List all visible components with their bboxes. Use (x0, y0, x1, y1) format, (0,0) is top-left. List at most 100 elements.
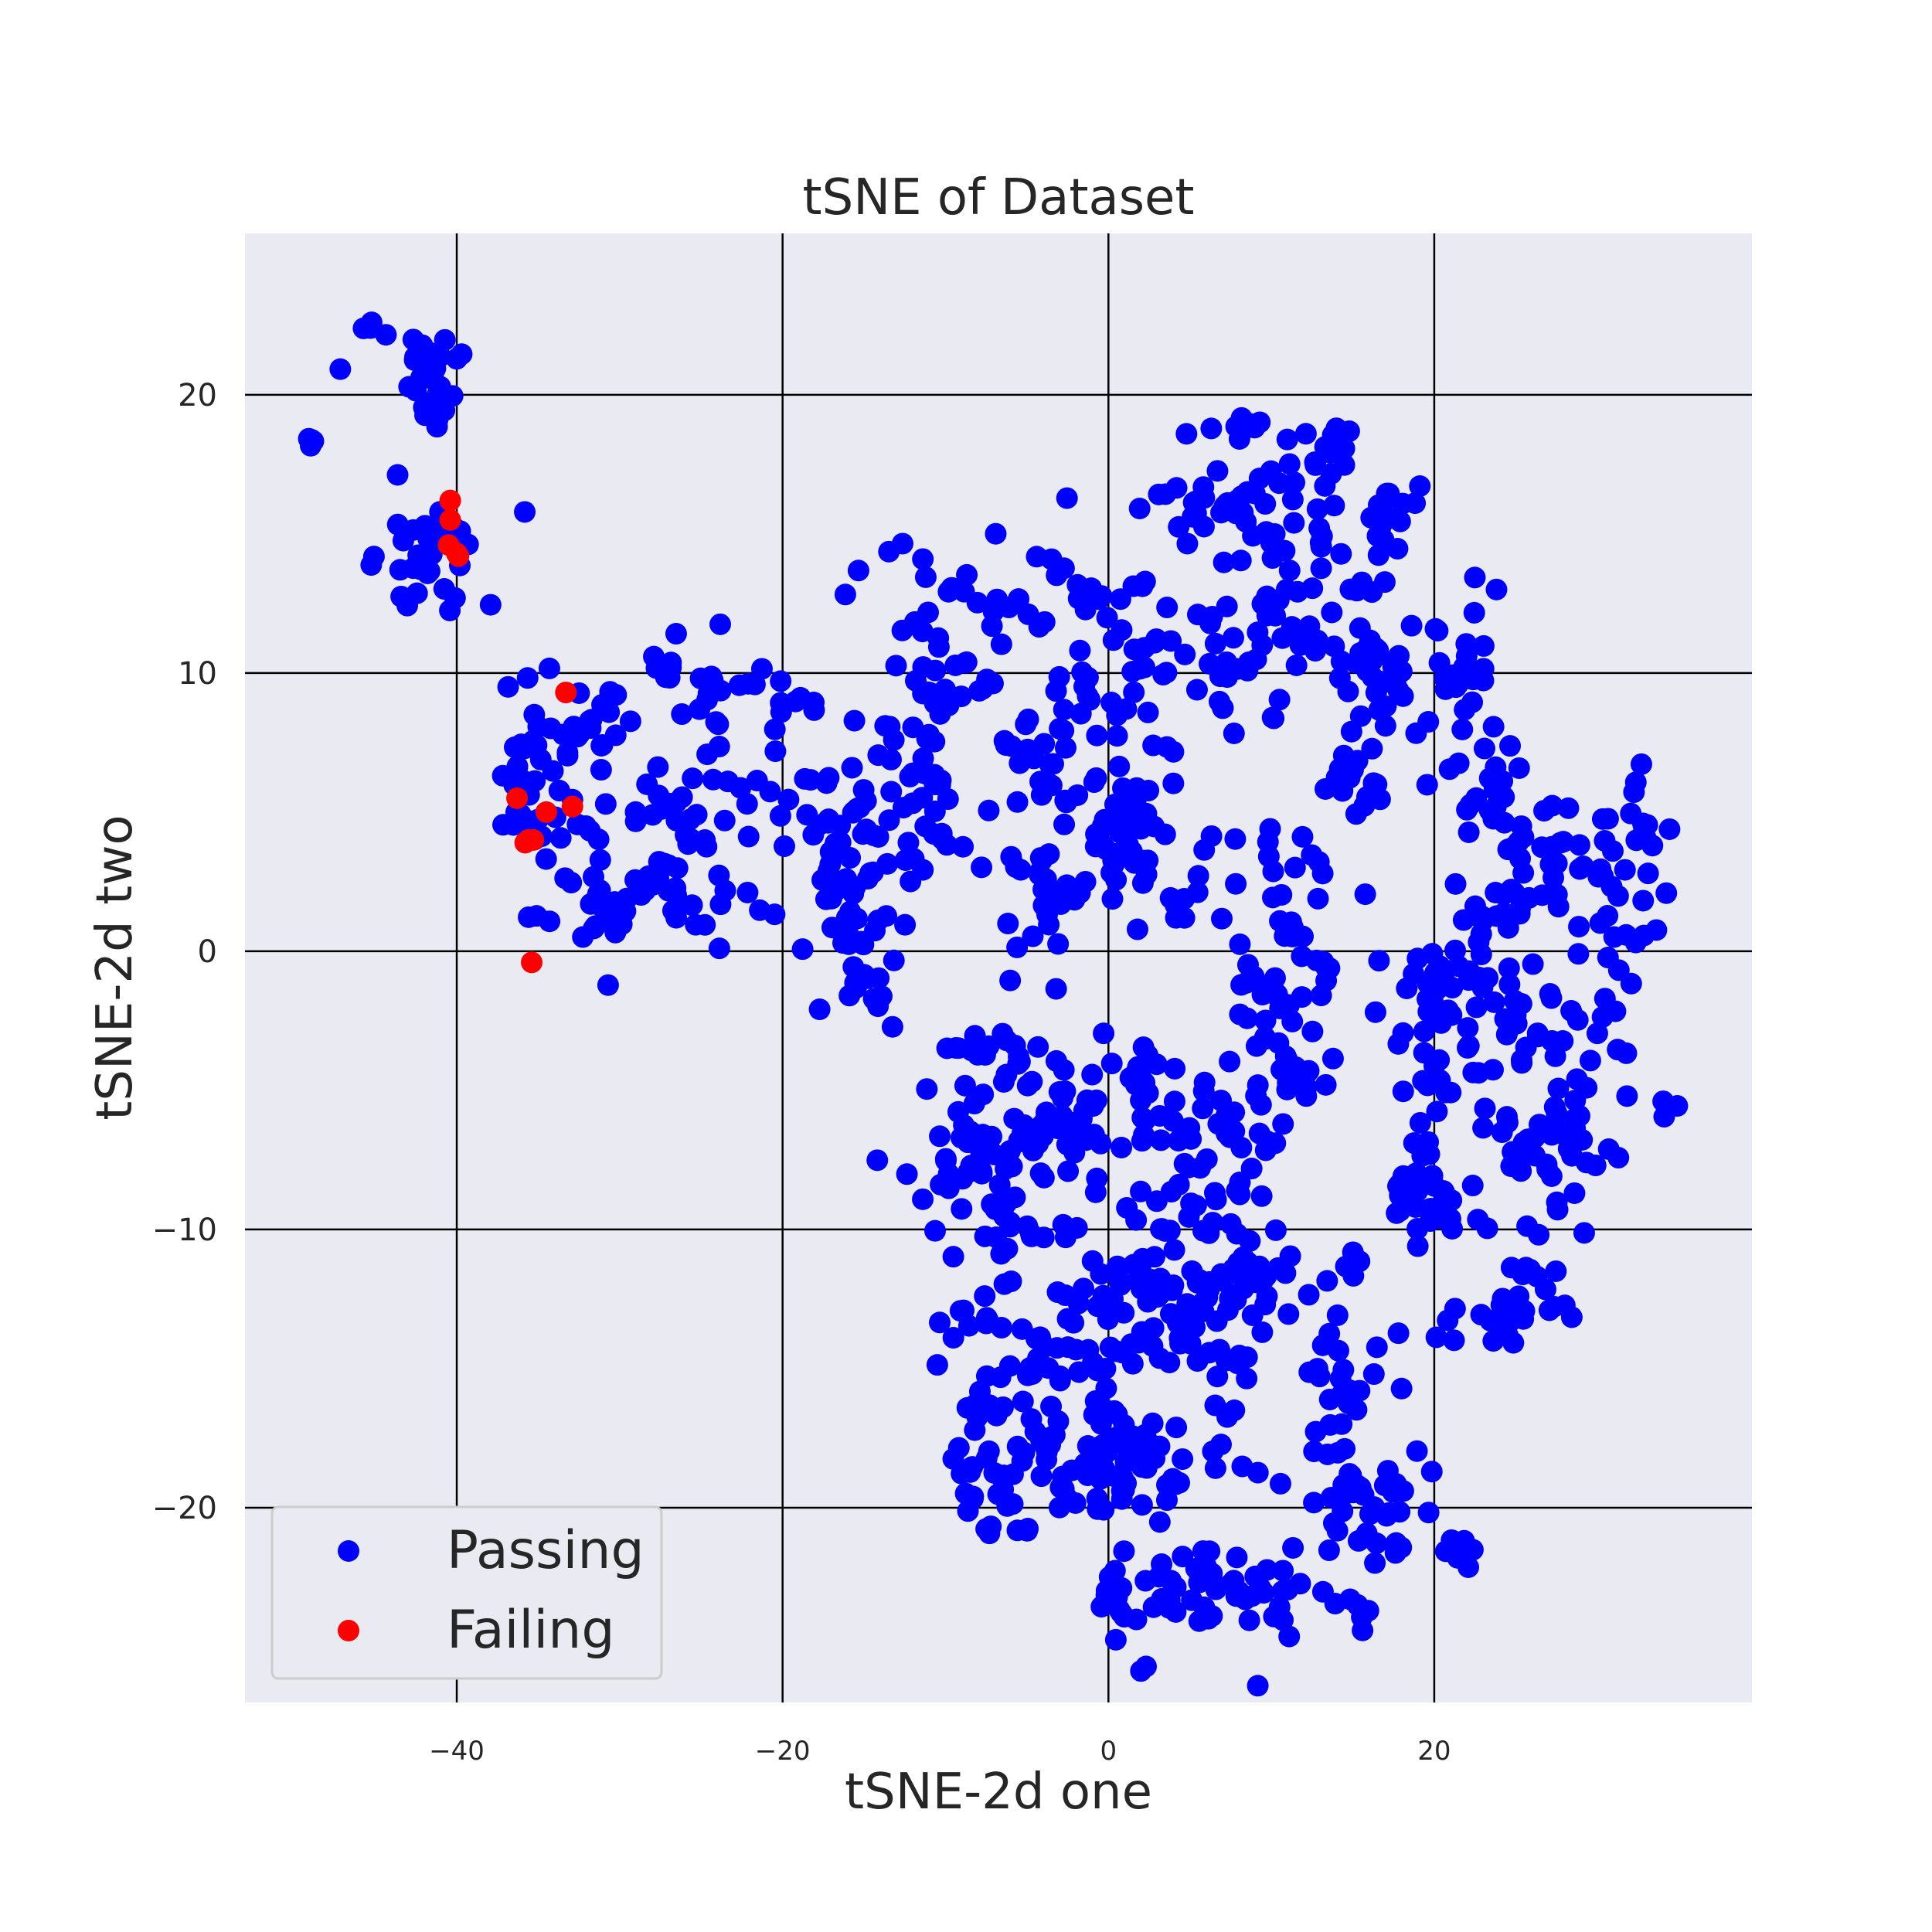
point-passing (694, 913, 716, 936)
point-passing (998, 1355, 1021, 1377)
point-passing (1274, 1262, 1297, 1284)
point-passing (417, 528, 440, 550)
point-passing (867, 744, 889, 767)
point-passing (1178, 1156, 1200, 1179)
point-passing (708, 937, 730, 960)
point-passing (1576, 1077, 1598, 1099)
point-passing (1204, 632, 1226, 655)
point-passing (1457, 1036, 1479, 1059)
point-passing (1620, 802, 1642, 825)
point-passing (1575, 1151, 1597, 1174)
legend-marker-failing (338, 1620, 359, 1641)
point-passing (1494, 1008, 1516, 1030)
point-passing (1557, 797, 1580, 819)
point-passing (1543, 1096, 1566, 1118)
point-passing (1100, 1053, 1123, 1075)
point-passing (1029, 1428, 1052, 1451)
point-passing (876, 852, 899, 875)
point-passing (1026, 546, 1048, 568)
point-passing (1083, 1124, 1105, 1146)
point-passing (1332, 1500, 1354, 1522)
point-passing (1150, 1129, 1172, 1151)
point-passing (708, 736, 730, 758)
y-tick-label: 10 (178, 656, 217, 692)
point-passing (764, 740, 787, 763)
point-passing (839, 847, 862, 869)
point-passing (949, 1300, 971, 1322)
point-failing (536, 801, 557, 823)
point-passing (1545, 1260, 1567, 1282)
point-passing (1473, 737, 1495, 760)
point-passing (1111, 1480, 1133, 1502)
point-passing (1270, 883, 1293, 906)
point-passing (542, 760, 564, 782)
point-passing (1204, 1394, 1226, 1417)
point-passing (1418, 1143, 1440, 1165)
point-passing (594, 793, 617, 815)
point-passing (1560, 1000, 1583, 1022)
point-passing (1199, 652, 1221, 675)
point-passing (997, 913, 1019, 935)
point-passing (1298, 1284, 1320, 1306)
point-passing (1600, 876, 1623, 898)
point-passing (978, 799, 1000, 821)
point-passing (709, 613, 731, 635)
data-points (298, 311, 1689, 1697)
point-passing (1528, 1223, 1550, 1246)
point-passing (1366, 525, 1389, 547)
point-passing (1338, 1463, 1361, 1485)
point-passing (708, 864, 730, 886)
point-passing (1253, 1026, 1276, 1049)
point-passing (1658, 818, 1681, 840)
point-passing (1485, 578, 1508, 600)
point-passing (917, 601, 939, 624)
point-passing (1047, 933, 1070, 955)
point-passing (1511, 1052, 1533, 1074)
point-passing (866, 1149, 889, 1172)
point-passing (1291, 986, 1313, 1009)
point-passing (1131, 1494, 1153, 1516)
point-passing (1518, 886, 1540, 909)
point-passing (1168, 1327, 1191, 1349)
point-passing (891, 619, 913, 641)
x-tick-label: 0 (1100, 1736, 1117, 1767)
point-passing (981, 615, 1003, 638)
point-passing (1199, 612, 1222, 634)
point-passing (1655, 882, 1678, 904)
point-passing (1406, 1440, 1428, 1462)
point-passing (655, 666, 677, 689)
point-passing (1429, 1069, 1451, 1091)
point-passing (770, 670, 792, 692)
point-passing (1054, 736, 1077, 759)
point-passing (538, 657, 560, 679)
point-passing (974, 1225, 996, 1247)
point-passing (1597, 1138, 1620, 1161)
point-passing (1009, 1050, 1031, 1073)
point-passing (424, 357, 447, 379)
point-passing (1281, 616, 1303, 638)
point-passing (1032, 1166, 1055, 1189)
point-passing (1213, 551, 1235, 573)
point-passing (1426, 1100, 1448, 1123)
point-passing (929, 1125, 951, 1148)
point-passing (1030, 1465, 1053, 1488)
point-passing (1105, 1340, 1128, 1362)
point-passing (990, 633, 1012, 655)
point-passing (1476, 1217, 1498, 1240)
point-passing (1303, 1492, 1325, 1514)
point-passing (1572, 855, 1594, 878)
point-passing (1123, 638, 1145, 661)
point-passing (1045, 1049, 1067, 1072)
point-passing (1330, 543, 1352, 565)
point-passing (1187, 865, 1209, 887)
point-passing (1534, 1278, 1556, 1301)
point-passing (764, 718, 786, 740)
point-passing (1272, 1113, 1294, 1135)
point-passing (1225, 872, 1247, 895)
point-passing (709, 893, 732, 916)
point-passing (1257, 831, 1279, 853)
point-passing (1247, 621, 1269, 644)
point-passing (1000, 1270, 1022, 1293)
point-passing (1175, 423, 1198, 445)
point-passing (998, 597, 1020, 619)
